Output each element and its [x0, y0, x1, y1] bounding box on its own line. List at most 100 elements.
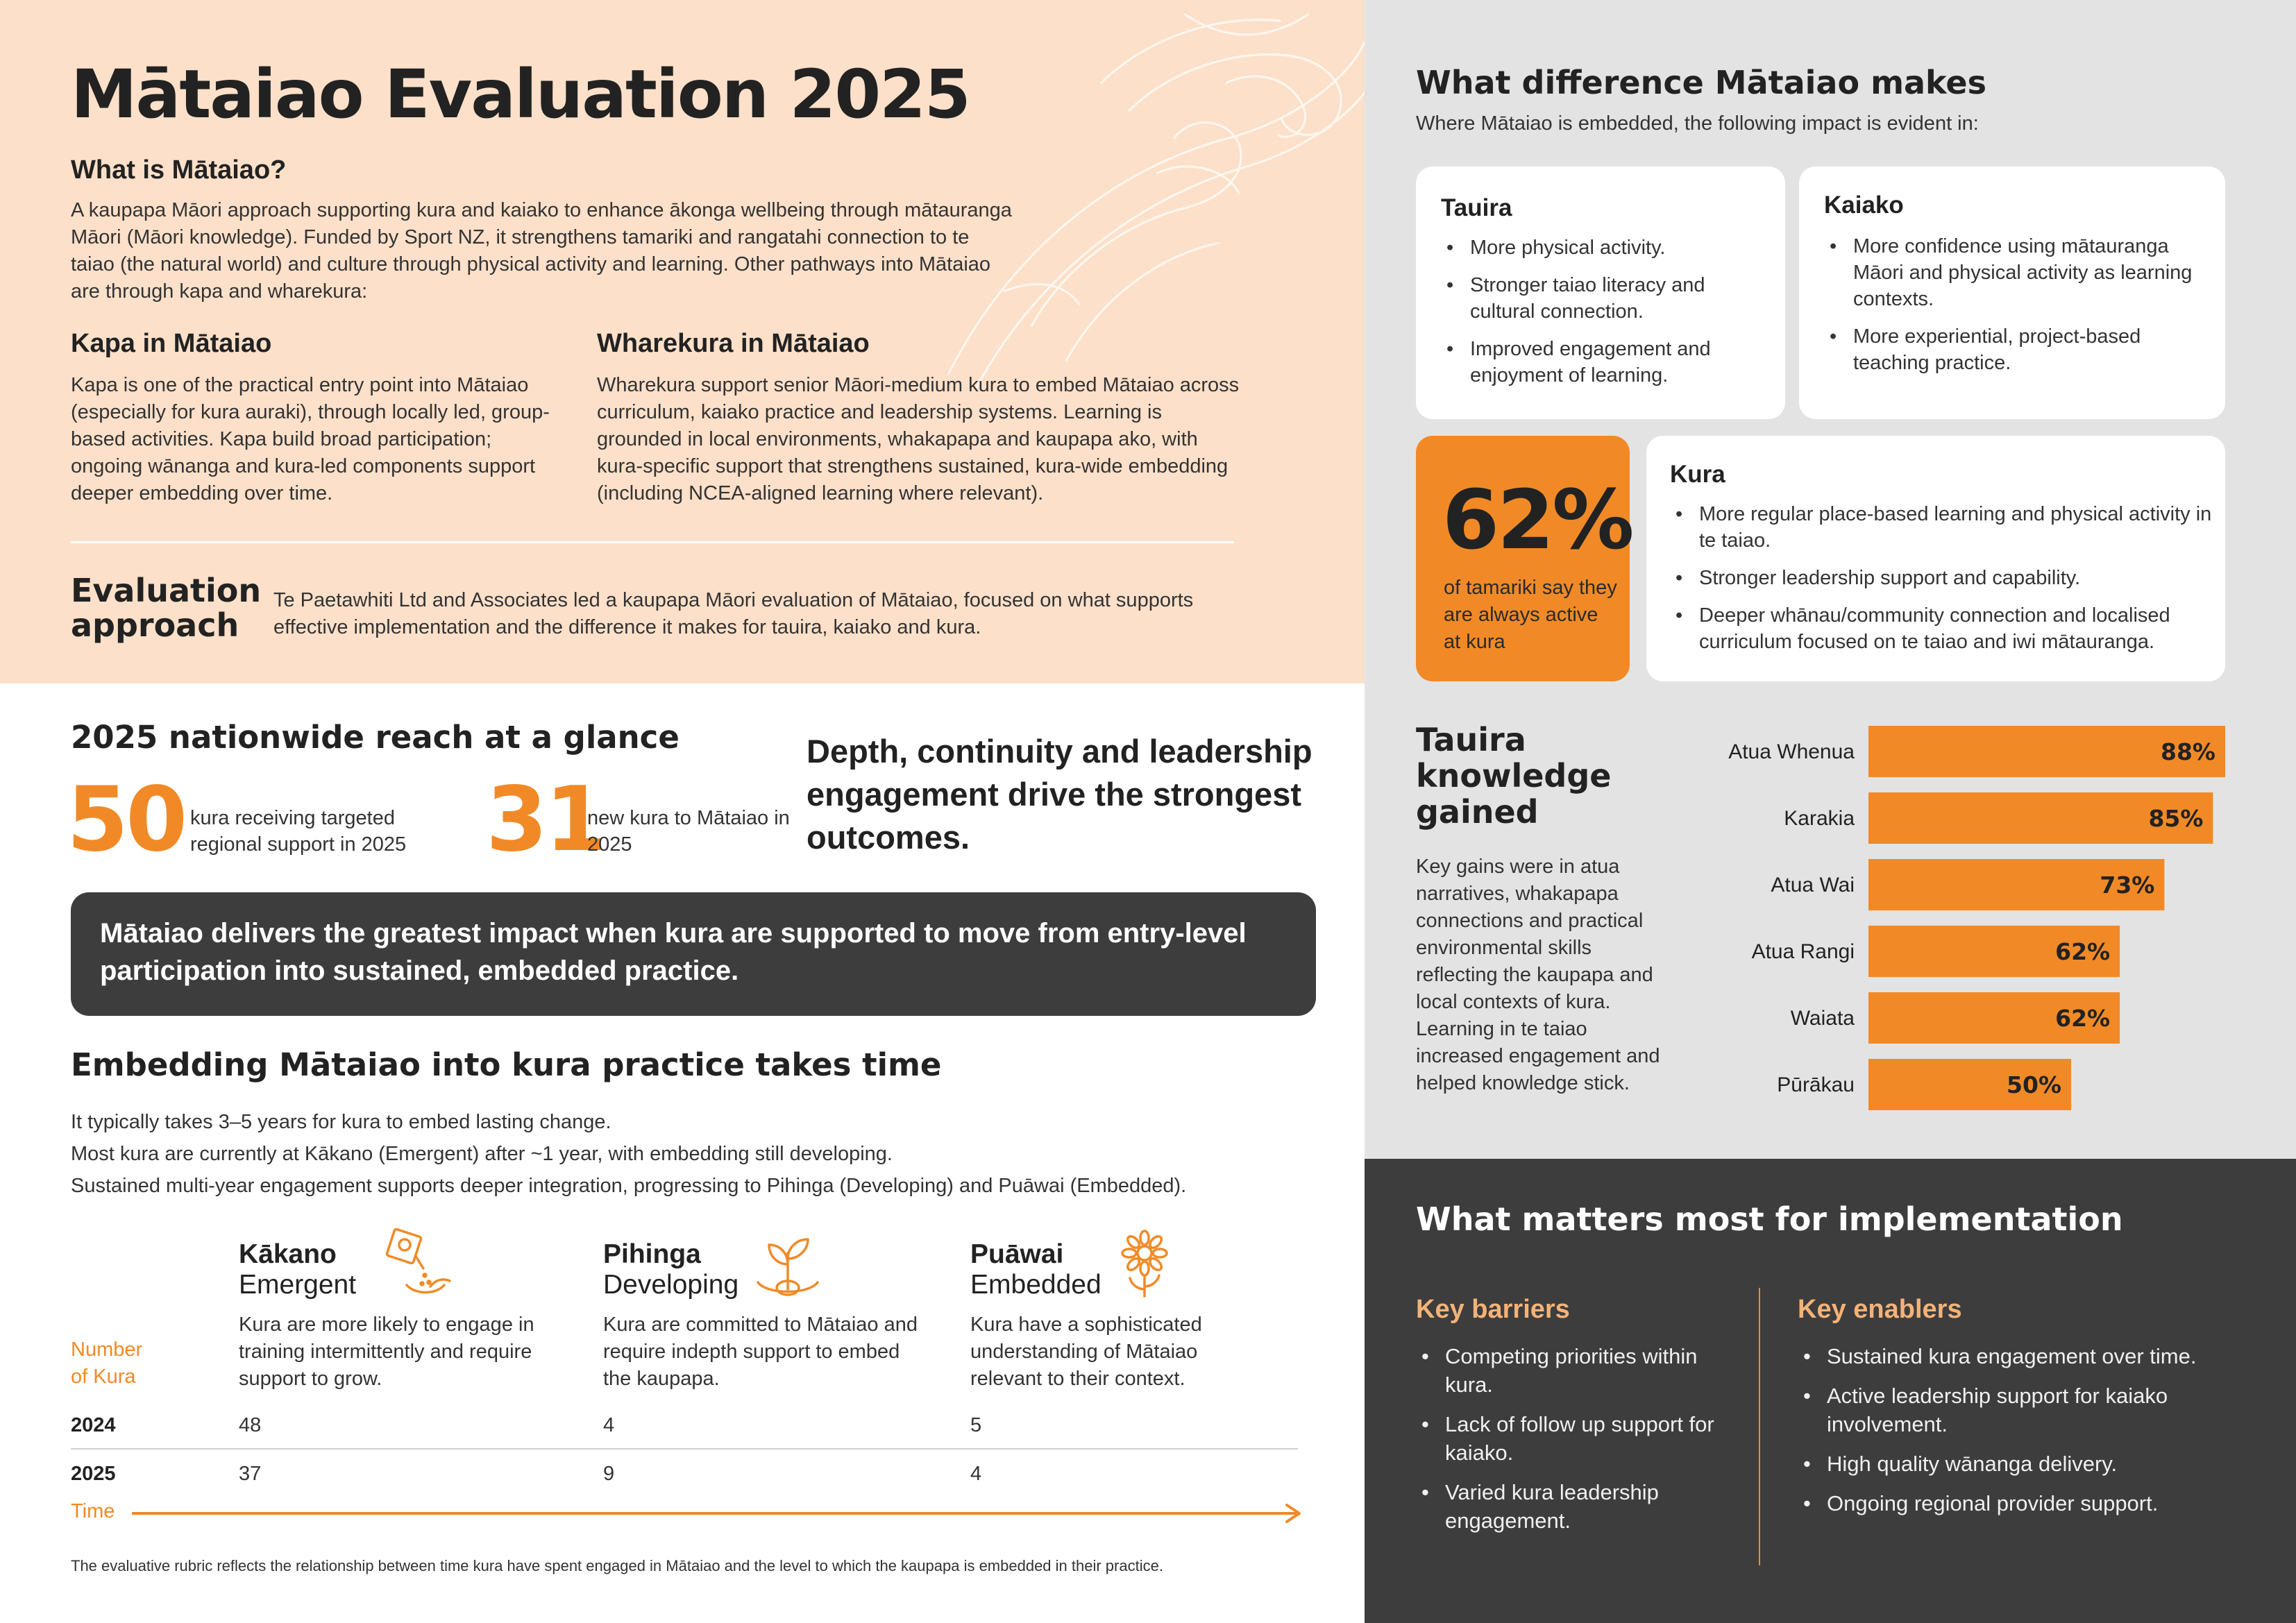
embedding-text: It typically takes 3–5 years for kura to…	[71, 1106, 1320, 1202]
stat-kura-supported-label: kura receiving targeted regional support…	[190, 807, 407, 856]
stat-new-kura-value: 31	[486, 768, 607, 872]
stage-desc-puawai: Kura have a sophisticated understanding …	[970, 1314, 1202, 1390]
matters-heading: What matters most for implementation	[1416, 1200, 2123, 1238]
list-item: High quality wānanga delivery.	[1799, 1450, 2271, 1478]
stage-sub-pihinga: Developing	[603, 1270, 739, 1300]
embedding-line: It typically takes 3–5 years for kura to…	[71, 1111, 611, 1133]
bar	[1868, 992, 2120, 1044]
bar	[1868, 1059, 2072, 1110]
list-item: Active leadership support for kaiako inv…	[1799, 1382, 2271, 1438]
time-arrow-icon	[132, 1504, 1301, 1523]
knowledge-heading: Tauira knowledge gained	[1416, 722, 1611, 830]
bar	[1868, 926, 2120, 977]
knowledge-heading-line: knowledge	[1416, 757, 1612, 794]
page-title: Mātaiao Evaluation 2025	[71, 56, 971, 133]
knowledge-heading-line: gained	[1416, 793, 1539, 831]
bar-category-label: Waiata	[1791, 1007, 1855, 1030]
kapa-text: Kapa is one of the practical entry point…	[71, 374, 550, 504]
knowledge-bar-chart: Atua Whenua 88% Karakia 85% Atua Wai 73% Atua …	[1728, 726, 2225, 1110]
stage-desc-kakano: Kura are more likely to engage in traini…	[239, 1314, 534, 1390]
bar-category-label: Atua Rangi	[1752, 940, 1855, 963]
evaluation-heading: Evaluation approach	[71, 573, 261, 643]
cell-2025-kakano: 37	[239, 1463, 262, 1485]
list-item: Deeper whānau/community connection and l…	[1671, 602, 2220, 655]
wharekura-text: Wharekura support senior Māori-medium ku…	[597, 374, 1240, 504]
number-of-kura-label-line2: of Kura	[71, 1366, 136, 1388]
bar-category-label: Karakia	[1784, 807, 1855, 830]
intro-panel: Mātaiao Evaluation 2025 What is Mātaiao?…	[0, 0, 1365, 683]
list-item: More physical activity.	[1442, 235, 1775, 261]
impact-banner: Mātaiao delivers the greatest impact whe…	[71, 892, 1316, 1016]
embedding-heading: Embedding Mātaiao into kura practice tak…	[71, 1046, 942, 1083]
bar	[1868, 859, 2165, 910]
bar-value-label: 88%	[2161, 738, 2215, 765]
evaluation-heading-line1: Evaluation	[71, 572, 262, 609]
active-stat-label: of tamariki say they are always active a…	[1444, 577, 1617, 653]
cell-2025-puawai: 4	[970, 1463, 982, 1485]
flower-icon	[1121, 1230, 1168, 1298]
stage-name-pihinga: Pihinga	[603, 1239, 701, 1269]
embedding-line: Sustained multi-year engagement supports…	[71, 1175, 1187, 1197]
stat-kura-supported-value: 50	[67, 768, 187, 872]
stage-name-puawai: Puāwai	[970, 1239, 1064, 1269]
list-item: Ongoing regional provider support.	[1799, 1489, 2271, 1518]
what-is-text: A kaupapa Māori approach supporting kura…	[71, 199, 1012, 303]
list-item: More experiential, project-based teachin…	[1825, 323, 2214, 376]
cell-2025-pihinga: 9	[603, 1463, 615, 1485]
list-item: Stronger leadership support and capabili…	[1671, 565, 2220, 591]
knowledge-heading-line: Tauira	[1416, 721, 1526, 758]
list-item: Lack of follow up support for kaiako.	[1417, 1410, 1723, 1467]
row-year-2024: 2024	[71, 1414, 116, 1436]
seedling-icon	[757, 1238, 819, 1296]
stage-sub-puawai: Embedded	[970, 1270, 1101, 1300]
bar-category-label: Pūrākau	[1777, 1073, 1855, 1096]
kura-list: More regular place-based learning and ph…	[1671, 501, 2220, 666]
time-axis-label: Time	[71, 1500, 115, 1522]
section-divider	[71, 541, 1234, 543]
koru-pattern-decoration	[947, 12, 1365, 389]
cell-2024-kakano: 48	[239, 1414, 262, 1436]
embedding-line: Most kura are currently at Kākano (Emerg…	[71, 1143, 893, 1165]
bar-category-label: Atua Wai	[1771, 874, 1855, 897]
column-divider	[1759, 1288, 1760, 1565]
footnote: The evaluative rubric reflects the relat…	[71, 1557, 1163, 1574]
stage-desc-pihinga: Kura are committed to Mātaiao and requir…	[603, 1314, 918, 1390]
bar-value-label: 62%	[2055, 1005, 2110, 1032]
number-of-kura-label: Number of Kura	[71, 1336, 210, 1391]
difference-heading: What difference Mātaiao makes	[1416, 64, 1986, 101]
difference-subtitle: Where Mātaiao is embedded, the following…	[1416, 112, 1979, 135]
barriers-list: Competing priorities within kura. Lack o…	[1417, 1342, 1723, 1546]
bar-value-label: 50%	[2007, 1071, 2061, 1098]
kaiako-card-heading: Kaiako	[1824, 192, 1904, 219]
active-stat-card	[1416, 436, 1630, 681]
number-of-kura-label-line1: Number	[71, 1339, 143, 1361]
list-item: Stronger taiao literacy and cultural con…	[1442, 272, 1775, 325]
list-item: Improved engagement and enjoyment of lea…	[1442, 336, 1775, 389]
tauira-list: More physical activity. Stronger taiao l…	[1442, 235, 1775, 400]
active-stat-value: 62%	[1442, 472, 1634, 568]
list-item: Varied kura leadership engagement.	[1417, 1478, 1723, 1535]
bar	[1868, 726, 2225, 777]
bar	[1868, 792, 2213, 844]
knowledge-text: Key gains were in atua narratives, whaka…	[1416, 856, 1660, 1094]
row-year-2025: 2025	[71, 1463, 116, 1485]
what-is-heading: What is Mātaiao?	[71, 155, 287, 185]
cell-2024-puawai: 5	[970, 1414, 982, 1436]
list-item: Competing priorities within kura.	[1417, 1342, 1723, 1399]
enablers-heading: Key enablers	[1798, 1295, 1962, 1324]
barriers-heading: Key barriers	[1416, 1295, 1570, 1324]
bar-category-label: Atua Whenua	[1728, 740, 1855, 763]
table-row-divider	[71, 1448, 1298, 1450]
wharekura-heading: Wharekura in Mātaiao	[597, 329, 870, 358]
enablers-list: Sustained kura engagement over time. Act…	[1799, 1342, 2271, 1529]
depth-statement: Depth, continuity and leadership engagem…	[807, 733, 1312, 856]
list-item: More confidence using mātauranga Māori a…	[1825, 233, 2214, 312]
bar-value-label: 62%	[2055, 938, 2110, 965]
kaiako-list: More confidence using mātauranga Māori a…	[1825, 233, 2214, 387]
stat-new-kura-label: new kura to Mātaiao in 2025	[587, 807, 790, 856]
tauira-card-heading: Tauira	[1441, 194, 1512, 221]
seed-packet-icon	[385, 1227, 451, 1294]
evaluation-heading-line2: approach	[71, 606, 239, 644]
reach-heading: 2025 nationwide reach at a glance	[71, 719, 679, 756]
list-item: Sustained kura engagement over time.	[1799, 1342, 2271, 1370]
